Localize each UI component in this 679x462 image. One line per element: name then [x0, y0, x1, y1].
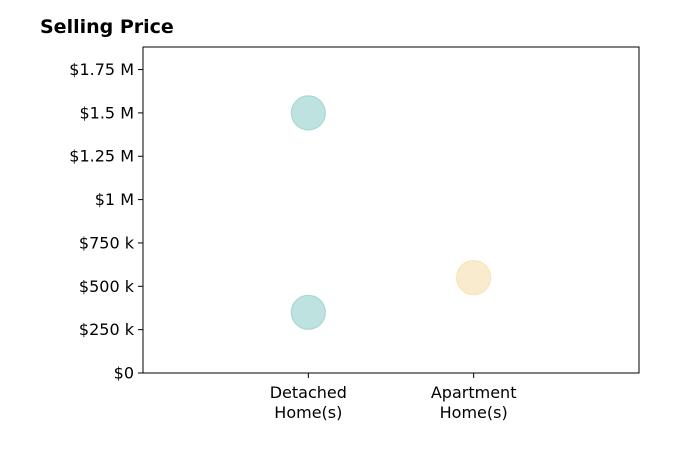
- data-point: [290, 294, 326, 330]
- y-axis: $0 $250 k $500 k $750 k $1 M $1.25 M $1.5 M $1.…: [69, 60, 143, 383]
- plot-frame: [142, 46, 640, 374]
- y-tick-label: $1.5 M: [79, 103, 134, 122]
- y-tick-label: $0: [114, 364, 134, 383]
- x-tick-label: Apartment Home(s): [431, 383, 517, 422]
- y-tick-label: $1.75 M: [69, 60, 134, 79]
- chart-title: Selling Price: [40, 16, 174, 38]
- y-tick-label: $1 M: [95, 190, 134, 209]
- y-tick-label: $250 k: [79, 320, 135, 339]
- x-axis: Detached Home(s) Apartment Home(s): [270, 373, 517, 422]
- data-point: [456, 260, 492, 296]
- data-point: [290, 95, 326, 131]
- x-tick-label: Detached Home(s): [270, 383, 347, 422]
- y-tick-label: $1.25 M: [69, 147, 134, 166]
- y-tick-label: $750 k: [79, 233, 135, 252]
- data-points: [290, 95, 492, 330]
- y-tick-label: $500 k: [79, 277, 135, 296]
